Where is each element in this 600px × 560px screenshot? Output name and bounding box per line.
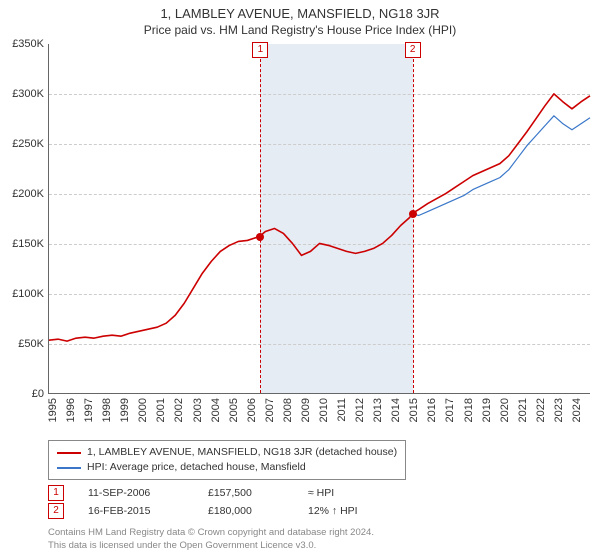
y-tick-label: £300K [2, 88, 44, 100]
x-tick-label: 1996 [65, 398, 77, 422]
footer-line-1: Contains HM Land Registry data © Crown c… [48, 526, 374, 539]
sales-row-price: £157,500 [208, 487, 308, 499]
x-tick-label: 2011 [336, 398, 348, 422]
sales-row-delta: 12% ↑ HPI [308, 505, 408, 517]
sales-row-flag: 1 [48, 485, 64, 501]
legend-row: HPI: Average price, detached house, Mans… [57, 460, 397, 475]
x-tick-label: 2018 [463, 398, 475, 422]
series-svg [49, 44, 590, 393]
x-tick-label: 2015 [408, 398, 420, 422]
legend-label: HPI: Average price, detached house, Mans… [87, 460, 306, 475]
x-tick-label: 2006 [246, 398, 258, 422]
x-tick-label: 2008 [282, 398, 294, 422]
legend-swatch [57, 452, 81, 454]
sales-table: 1 11-SEP-2006£157,500≈ HPI 2 16-FEB-2015£18… [48, 484, 408, 520]
x-tick-label: 2001 [155, 398, 167, 422]
x-tick-label: 2024 [571, 398, 583, 422]
x-tick-label: 1995 [47, 398, 59, 422]
sale-flag: 1 [252, 42, 268, 58]
y-tick-label: £250K [2, 138, 44, 150]
sales-row: 2 16-FEB-2015£180,00012% ↑ HPI [48, 502, 408, 520]
chart-subtitle: Price paid vs. HM Land Registry's House … [0, 21, 600, 41]
y-tick-label: £200K [2, 188, 44, 200]
x-tick-label: 2021 [517, 398, 529, 422]
y-tick-label: £150K [2, 238, 44, 250]
legend-box: 1, LAMBLEY AVENUE, MANSFIELD, NG18 3JR (… [48, 440, 406, 480]
x-tick-label: 2019 [481, 398, 493, 422]
chart-wrap: 12 £0£50K£100K£150K£200K£250K£300K£350K1… [0, 44, 600, 436]
x-tick-label: 2012 [354, 398, 366, 422]
y-tick-label: £0 [2, 388, 44, 400]
x-tick-label: 2016 [426, 398, 438, 422]
sale-dot [256, 233, 264, 241]
x-tick-label: 2003 [192, 398, 204, 422]
x-tick-label: 2022 [535, 398, 547, 422]
series-line [412, 116, 590, 216]
x-tick-label: 2005 [228, 398, 240, 422]
sale-vline [413, 44, 414, 393]
y-tick-label: £350K [2, 38, 44, 50]
x-tick-label: 2014 [390, 398, 402, 422]
sale-vline [260, 44, 261, 393]
legend-row: 1, LAMBLEY AVENUE, MANSFIELD, NG18 3JR (… [57, 445, 397, 460]
legend-label: 1, LAMBLEY AVENUE, MANSFIELD, NG18 3JR (… [87, 445, 397, 460]
sales-row: 1 11-SEP-2006£157,500≈ HPI [48, 484, 408, 502]
x-tick-label: 2004 [210, 398, 222, 422]
sale-flag: 2 [405, 42, 421, 58]
sales-row-flag: 2 [48, 503, 64, 519]
x-tick-label: 2000 [137, 398, 149, 422]
sales-row-date: 16-FEB-2015 [88, 505, 208, 517]
chart-title: 1, LAMBLEY AVENUE, MANSFIELD, NG18 3JR [0, 0, 600, 21]
x-tick-label: 2023 [553, 398, 565, 422]
x-tick-label: 2017 [444, 398, 456, 422]
x-tick-label: 1997 [83, 398, 95, 422]
sales-row-date: 11-SEP-2006 [88, 487, 208, 499]
series-line [49, 94, 590, 341]
x-tick-label: 1999 [119, 398, 131, 422]
y-tick-label: £100K [2, 288, 44, 300]
sales-row-delta: ≈ HPI [308, 487, 408, 499]
footer-attribution: Contains HM Land Registry data © Crown c… [48, 526, 374, 552]
footer-line-2: This data is licensed under the Open Gov… [48, 539, 374, 552]
x-tick-label: 2009 [300, 398, 312, 422]
plot-area: 12 [48, 44, 590, 394]
x-tick-label: 2010 [318, 398, 330, 422]
x-tick-label: 2002 [173, 398, 185, 422]
chart-container: 1, LAMBLEY AVENUE, MANSFIELD, NG18 3JR P… [0, 0, 600, 560]
y-tick-label: £50K [2, 338, 44, 350]
x-tick-label: 2007 [264, 398, 276, 422]
x-tick-label: 1998 [101, 398, 113, 422]
x-tick-label: 2020 [499, 398, 511, 422]
sales-row-price: £180,000 [208, 505, 308, 517]
sale-dot [409, 210, 417, 218]
legend-swatch [57, 467, 81, 469]
x-tick-label: 2013 [372, 398, 384, 422]
